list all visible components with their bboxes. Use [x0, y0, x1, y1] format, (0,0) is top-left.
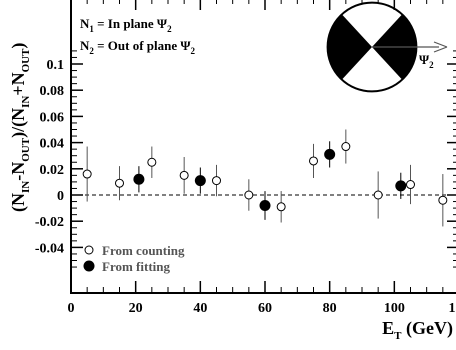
x-tick-label: 0 [68, 301, 75, 316]
y-tick-label: 0.04 [40, 137, 65, 152]
x-axis-title: ET (GeV) [382, 318, 453, 342]
x-tick-label: 100 [384, 301, 405, 316]
open-data-point [309, 156, 318, 166]
annotation-out-of-plane: N2 = Out of plane Ψ2 [80, 38, 196, 56]
in-plane-sector-left [327, 14, 372, 80]
legend: From counting From fitting [83, 243, 185, 274]
filled-data-point [324, 148, 336, 160]
legend-counting-label: From counting [102, 243, 185, 258]
legend-fitting-label: From fitting [102, 259, 170, 274]
open-data-point [341, 142, 351, 152]
open-data-point [115, 178, 124, 188]
annotation-in-plane: N1 = In plane Ψ2 [80, 16, 172, 34]
open-data-point [147, 157, 157, 167]
open-data-point [179, 170, 189, 180]
filled-data-point [133, 173, 145, 185]
y-tick-label: 0 [57, 189, 64, 204]
y-tick-label: 0.1 [47, 58, 65, 73]
open-data-point [438, 195, 448, 205]
x-tick-label: 120 [449, 301, 456, 316]
open-data-point [82, 169, 92, 179]
y-tick-label: 0.08 [40, 84, 65, 99]
data-points [82, 142, 448, 212]
x-tick-label: 80 [323, 301, 337, 316]
reaction-plane-diagram: Ψ2 [326, 1, 448, 93]
y-tick-label: 0.02 [40, 163, 65, 178]
legend-filled-circle-marker [83, 260, 95, 272]
y-tick-label: -0.02 [35, 215, 64, 230]
psi2-label: Ψ2 [419, 52, 434, 70]
tick-labels: 0 20 40 60 80 100 120 -0.04 -0.02 0 0.02 0.04 0.06 0.… [35, 58, 456, 316]
x-tick-label: 20 [129, 301, 143, 316]
open-data-point [244, 190, 254, 200]
legend-open-circle-marker [84, 245, 94, 255]
open-data-point [373, 190, 383, 200]
open-data-point [406, 180, 415, 190]
filled-data-point [194, 175, 206, 187]
x-tick-label: 60 [258, 301, 272, 316]
open-data-point [212, 176, 221, 186]
filled-data-point [395, 180, 407, 192]
filled-data-point [259, 199, 271, 211]
psi2-arrow-head [433, 41, 448, 53]
y-axis-title: (NIN-NOUT)/(NIN+NOUT) [8, 43, 32, 212]
open-data-point [276, 202, 286, 212]
x-tick-label: 40 [193, 301, 207, 316]
y-tick-label: -0.04 [35, 241, 64, 256]
y-tick-label: 0.06 [40, 110, 65, 125]
